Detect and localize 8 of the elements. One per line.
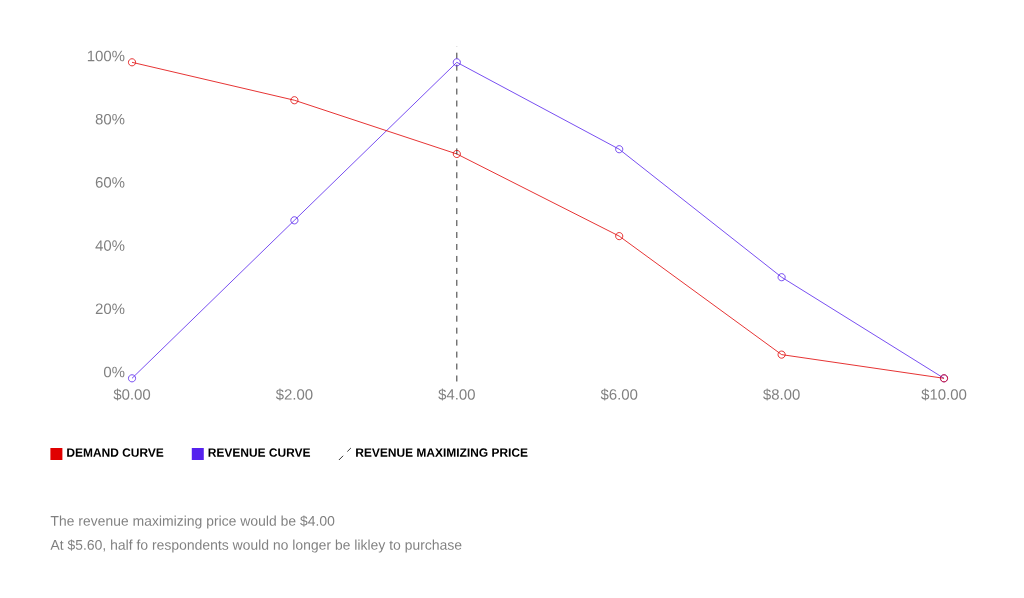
point <box>777 350 786 359</box>
point <box>290 96 299 105</box>
point <box>777 273 786 282</box>
point <box>290 216 299 225</box>
point <box>452 58 461 67</box>
point <box>452 149 461 158</box>
point <box>615 232 624 241</box>
point <box>615 145 624 154</box>
